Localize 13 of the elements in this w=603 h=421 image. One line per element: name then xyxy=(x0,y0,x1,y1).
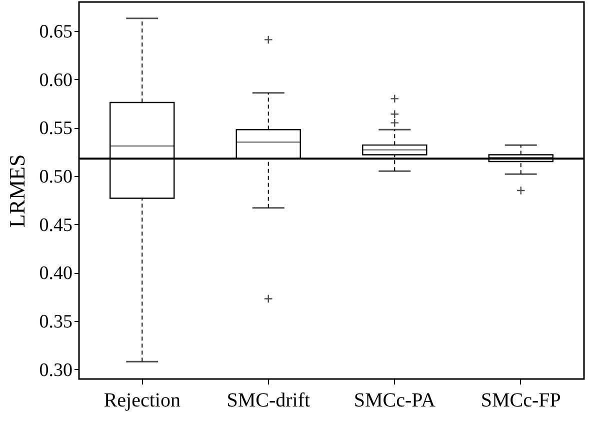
y-tick-label: 0.30 xyxy=(39,360,72,381)
y-tick-label: 0.40 xyxy=(39,263,72,284)
y-tick-label: 0.65 xyxy=(39,22,72,42)
y-axis-title: LRMES xyxy=(4,154,30,228)
x-tick-label: SMCc-FP xyxy=(480,390,561,412)
x-tick-label: Rejection xyxy=(104,390,180,412)
y-tick-label: 0.60 xyxy=(39,70,72,91)
y-tick-label: 0.55 xyxy=(39,118,72,140)
x-tick-label: SMC-drift xyxy=(226,390,310,412)
y-tick-label: 0.50 xyxy=(39,166,72,188)
x-tick-label: SMCc-PA xyxy=(354,390,436,412)
y-tick-label: 0.45 xyxy=(39,214,72,236)
y-tick-label: 0.35 xyxy=(39,312,72,332)
